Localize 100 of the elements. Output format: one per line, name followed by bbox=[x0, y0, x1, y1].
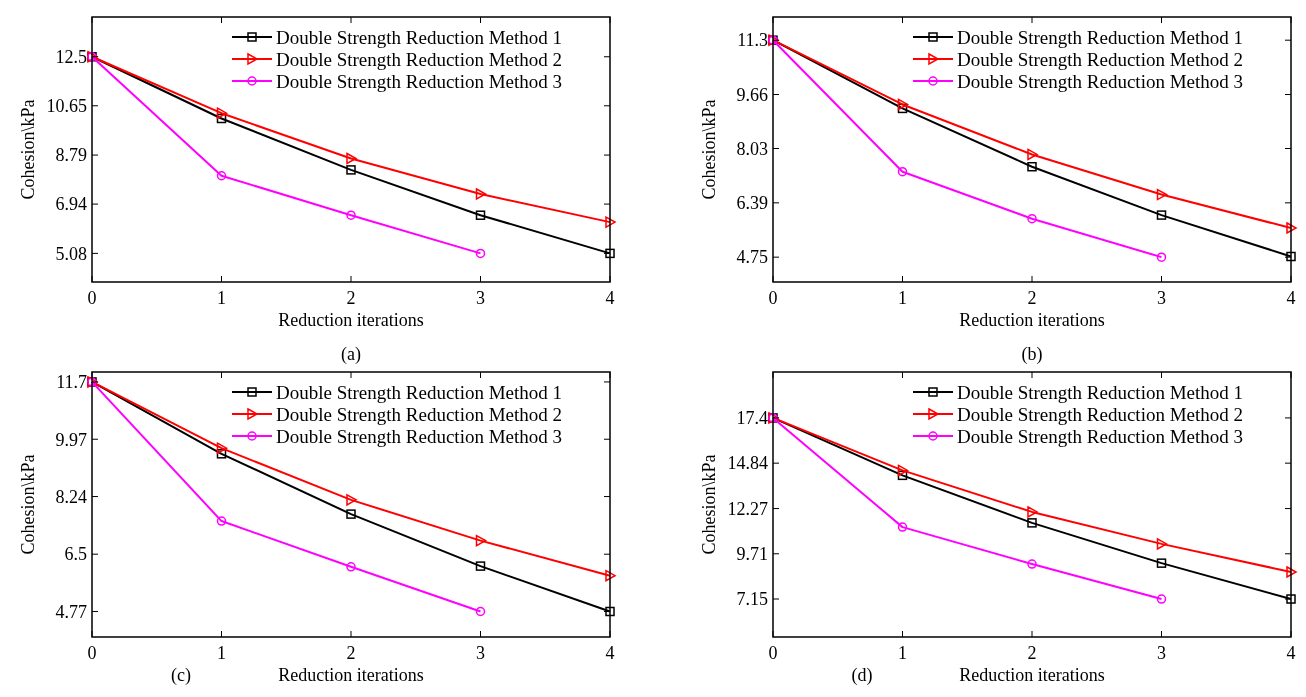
point bbox=[897, 98, 909, 111]
point bbox=[475, 534, 487, 547]
legend-label: Double Strength Reduction Method 2 bbox=[957, 48, 1244, 70]
y-tick-label: 4.77 bbox=[55, 601, 87, 622]
x-tick-label: 0 bbox=[768, 643, 778, 663]
point bbox=[1027, 506, 1038, 518]
legend-label: Double Strength Reduction Method 1 bbox=[957, 381, 1244, 403]
x-tick-label: 0 bbox=[768, 288, 778, 308]
y-tick-label: 4.75 bbox=[736, 247, 768, 268]
point bbox=[346, 152, 357, 165]
legend-label: Double Strength Reduction Method 3 bbox=[957, 425, 1244, 447]
point bbox=[1156, 538, 1168, 550]
y-tick-label: 8.24 bbox=[55, 486, 87, 507]
y-axis-title: Cohesion\kPa bbox=[699, 99, 719, 200]
y-tick-label: 12.27 bbox=[727, 498, 768, 519]
text: (c) bbox=[171, 665, 191, 686]
legend-label: Double Strength Reduction Method 3 bbox=[276, 425, 563, 447]
point bbox=[346, 494, 357, 506]
point bbox=[1027, 518, 1037, 528]
point bbox=[475, 606, 486, 617]
text: (b) bbox=[1021, 344, 1043, 365]
y-axis-title: Cohesion\kPa bbox=[699, 454, 719, 555]
x-tick-label: 3 bbox=[1157, 288, 1166, 308]
point bbox=[1027, 559, 1037, 569]
point bbox=[216, 113, 227, 124]
point bbox=[897, 470, 908, 481]
point bbox=[1027, 148, 1038, 161]
point bbox=[1156, 252, 1167, 262]
y-axis-title: Cohesion\kPa bbox=[18, 99, 38, 200]
x-tick-label: 1 bbox=[898, 288, 907, 308]
text: (a) bbox=[341, 344, 361, 365]
y-tick-label: 12.5 bbox=[55, 47, 87, 68]
point bbox=[216, 442, 228, 454]
point bbox=[897, 464, 909, 477]
point bbox=[605, 569, 616, 582]
y-tick-label: 6.94 bbox=[55, 194, 87, 215]
point bbox=[897, 522, 908, 532]
x-tick-label: 0 bbox=[87, 288, 97, 308]
legend-label: Double Strength Reduction Method 1 bbox=[276, 381, 563, 403]
legend-label: Double Strength Reduction Method 3 bbox=[276, 70, 563, 92]
y-tick-label: 8.03 bbox=[736, 138, 768, 159]
legend-label: Double Strength Reduction Method 2 bbox=[276, 48, 563, 70]
y-tick-label: 17.4 bbox=[736, 408, 768, 429]
point bbox=[216, 170, 227, 181]
y-tick-label: 10.65 bbox=[46, 96, 87, 117]
y-axis-title: Cohesion\kPa bbox=[18, 454, 38, 555]
point bbox=[1286, 222, 1297, 234]
x-tick-label: 2 bbox=[346, 643, 356, 663]
text: (d) bbox=[851, 665, 873, 686]
x-tick-label: 1 bbox=[898, 643, 907, 663]
x-tick-label: 3 bbox=[476, 643, 485, 663]
x-axis-title: Reduction iterations bbox=[278, 665, 424, 685]
y-tick-label: 5.08 bbox=[55, 243, 87, 264]
point bbox=[475, 188, 487, 200]
x-tick-label: 1 bbox=[217, 288, 226, 308]
y-tick-label: 11.3 bbox=[737, 30, 768, 51]
x-tick-label: 3 bbox=[1157, 643, 1166, 663]
x-tick-label: 4 bbox=[605, 643, 615, 663]
y-tick-label: 8.79 bbox=[55, 145, 87, 166]
legend-label: Double Strength Reduction Method 2 bbox=[957, 403, 1244, 425]
y-tick-label: 7.15 bbox=[736, 589, 768, 610]
point bbox=[897, 166, 908, 177]
point bbox=[216, 516, 227, 526]
point bbox=[605, 216, 616, 228]
point bbox=[216, 449, 227, 459]
x-tick-label: 4 bbox=[1286, 643, 1296, 663]
point bbox=[346, 562, 356, 572]
legend-label: Double Strength Reduction Method 2 bbox=[276, 403, 563, 425]
x-tick-label: 3 bbox=[476, 288, 485, 308]
point bbox=[346, 165, 356, 175]
x-tick-label: 1 bbox=[217, 643, 226, 663]
point bbox=[346, 210, 356, 220]
point bbox=[1286, 566, 1297, 578]
x-axis-title: Reduction iterations bbox=[959, 310, 1105, 330]
y-tick-label: 14.84 bbox=[727, 453, 768, 474]
legend-label: Double Strength Reduction Method 1 bbox=[276, 26, 563, 48]
point bbox=[1027, 161, 1037, 172]
x-tick-label: 2 bbox=[1027, 643, 1037, 663]
y-tick-label: 9.66 bbox=[736, 84, 768, 105]
y-tick-label: 11.7 bbox=[56, 372, 87, 393]
y-tick-label: 9.97 bbox=[55, 429, 87, 450]
point bbox=[1156, 594, 1167, 604]
point bbox=[1156, 188, 1168, 201]
legend-label: Double Strength Reduction Method 3 bbox=[957, 70, 1244, 92]
y-tick-label: 9.71 bbox=[736, 544, 768, 565]
point bbox=[897, 103, 908, 114]
x-tick-label: 0 bbox=[87, 643, 97, 663]
point bbox=[1027, 213, 1037, 224]
x-tick-label: 2 bbox=[346, 288, 356, 308]
point bbox=[216, 107, 228, 119]
legend-label: Double Strength Reduction Method 1 bbox=[957, 26, 1244, 48]
point bbox=[1156, 210, 1167, 220]
point bbox=[475, 561, 486, 571]
x-tick-label: 4 bbox=[1286, 288, 1296, 308]
x-axis-title: Reduction iterations bbox=[959, 665, 1105, 685]
point bbox=[475, 210, 486, 220]
y-tick-label: 6.39 bbox=[736, 193, 768, 214]
y-tick-label: 6.5 bbox=[64, 544, 87, 565]
x-axis-title: Reduction iterations bbox=[278, 310, 424, 330]
x-tick-label: 2 bbox=[1027, 288, 1037, 308]
